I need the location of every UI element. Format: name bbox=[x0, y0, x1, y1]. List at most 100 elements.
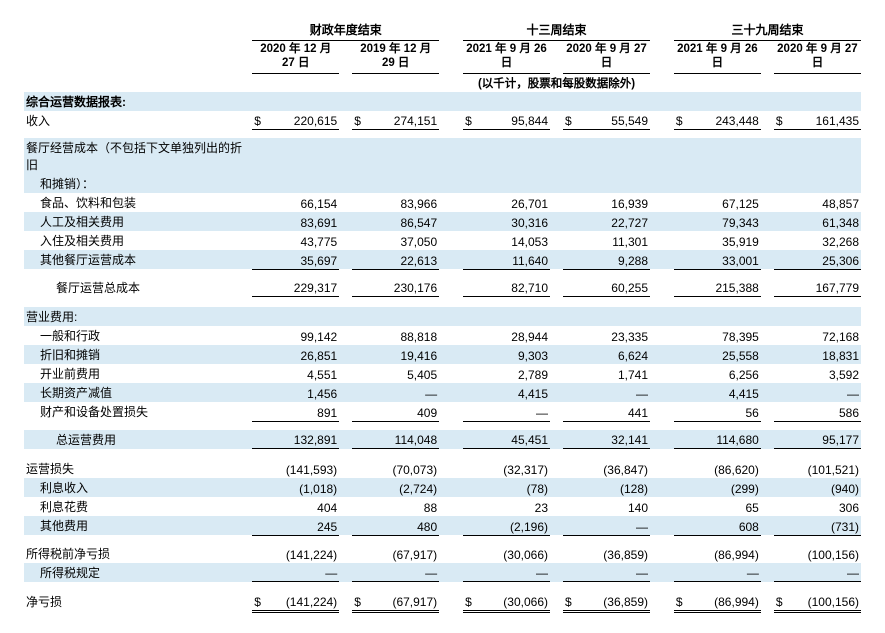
row-labor: 人工及相关费用 83,691 86,547 30,316 22,727 79,3… bbox=[24, 212, 861, 231]
hdr-group1: 财政年度结束 bbox=[252, 20, 439, 41]
row-int-income: 利息收入 (1,018) (2,724) (78) (128) (299) (9… bbox=[24, 478, 861, 497]
label-labor: 人工及相关费用 bbox=[24, 212, 252, 231]
cell: 243,448 bbox=[689, 111, 761, 130]
cell: — bbox=[689, 563, 761, 582]
currency-symbol: $ bbox=[563, 111, 578, 130]
label-preopen: 开业前费用 bbox=[24, 364, 252, 383]
cell: 2,789 bbox=[478, 364, 550, 383]
cell: 132,891 bbox=[267, 430, 339, 449]
hdr-d3: 2021 年 9 月 26 日 bbox=[463, 41, 550, 74]
cell: (36,859) bbox=[578, 592, 650, 611]
cell: 19,416 bbox=[367, 345, 439, 364]
cell: 404 bbox=[267, 497, 339, 516]
cell: 78,395 bbox=[689, 326, 761, 345]
label-pretax: 所得税前净亏损 bbox=[24, 544, 252, 563]
cell: 608 bbox=[689, 516, 761, 535]
cell: 95,844 bbox=[478, 111, 550, 130]
cell: (100,156) bbox=[789, 544, 861, 563]
currency-symbol: $ bbox=[774, 592, 789, 611]
cell: 5,405 bbox=[367, 364, 439, 383]
row-rest-cost-hdr: 餐厅经营成本（不包括下文单独列出的折旧 bbox=[24, 138, 861, 174]
cell: 274,151 bbox=[367, 111, 439, 130]
currency-symbol: $ bbox=[674, 111, 689, 130]
hdr-group3: 三十九周结束 bbox=[674, 20, 861, 41]
cell: (2,724) bbox=[367, 478, 439, 497]
cell: (299) bbox=[689, 478, 761, 497]
row-other-exp: 其他费用 245 480 (2,196) — 608 (731) bbox=[24, 516, 861, 535]
cell: 25,558 bbox=[689, 345, 761, 364]
cell: 61,348 bbox=[789, 212, 861, 231]
cell: 48,857 bbox=[789, 193, 861, 212]
row-ga: 一般和行政 99,142 88,818 28,944 23,335 78,395… bbox=[24, 326, 861, 345]
cell: (2,196) bbox=[478, 516, 550, 535]
label-op-loss: 运营损失 bbox=[24, 459, 252, 478]
cell: 56 bbox=[689, 402, 761, 421]
row-preopen: 开业前费用 4,551 5,405 2,789 1,741 6,256 3,59… bbox=[24, 364, 861, 383]
label-tax: 所得税规定 bbox=[24, 563, 252, 582]
label-opex-hdr: 营业费用: bbox=[24, 307, 252, 326]
cell: — bbox=[367, 383, 439, 402]
cell: (30,066) bbox=[478, 592, 550, 611]
cell: 26,851 bbox=[267, 345, 339, 364]
cell: (36,847) bbox=[578, 459, 650, 478]
cell: (30,066) bbox=[478, 544, 550, 563]
cell: 161,435 bbox=[789, 111, 861, 130]
cell: — bbox=[367, 563, 439, 582]
cell: 9,288 bbox=[578, 250, 650, 269]
label-rest-cost-hdr2: 和摊销）： bbox=[24, 174, 252, 193]
cell: 82,710 bbox=[478, 278, 550, 297]
cell: 23,335 bbox=[578, 326, 650, 345]
cell: 23 bbox=[478, 497, 550, 516]
cell: 22,727 bbox=[578, 212, 650, 231]
cell: (86,994) bbox=[689, 544, 761, 563]
hdr-note: (以千计，股票和每股数据除外) bbox=[463, 73, 650, 92]
cell: (141,593) bbox=[267, 459, 339, 478]
cell: 409 bbox=[367, 402, 439, 421]
cell: 88,818 bbox=[367, 326, 439, 345]
row-da: 折旧和摊销 26,851 19,416 9,303 6,624 25,558 1… bbox=[24, 345, 861, 364]
cell: 11,301 bbox=[578, 231, 650, 250]
row-food: 食品、饮料和包装 66,154 83,966 26,701 16,939 67,… bbox=[24, 193, 861, 212]
label-ga: 一般和行政 bbox=[24, 326, 252, 345]
currency-symbol: $ bbox=[674, 592, 689, 611]
label-int-expense: 利息花费 bbox=[24, 497, 252, 516]
cell: 220,615 bbox=[267, 111, 339, 130]
cell: 4,551 bbox=[267, 364, 339, 383]
cell: 441 bbox=[578, 402, 650, 421]
cell: — bbox=[267, 563, 339, 582]
label-other-rest: 其他餐厅运营成本 bbox=[24, 250, 252, 269]
currency-symbol: $ bbox=[563, 592, 578, 611]
cell: 30,316 bbox=[478, 212, 550, 231]
row-impair: 长期资产减值 1,456 — 4,415 — 4,415 — bbox=[24, 383, 861, 402]
currency-symbol: $ bbox=[774, 111, 789, 130]
cell: 586 bbox=[789, 402, 861, 421]
cell: 114,048 bbox=[367, 430, 439, 449]
cell: (1,018) bbox=[267, 478, 339, 497]
row-pretax: 所得税前净亏损 (141,224) (67,917) (30,066) (36,… bbox=[24, 544, 861, 563]
cell: 83,691 bbox=[267, 212, 339, 231]
currency-symbol: $ bbox=[352, 111, 367, 130]
cell: — bbox=[578, 563, 650, 582]
row-opex-hdr: 营业费用: bbox=[24, 307, 861, 326]
hdr-d4: 2020 年 9 月 27 日 bbox=[563, 41, 650, 74]
cell: 67,125 bbox=[689, 193, 761, 212]
cell: 22,613 bbox=[367, 250, 439, 269]
cell: — bbox=[578, 516, 650, 535]
cell: 167,779 bbox=[789, 278, 861, 297]
cell: 72,168 bbox=[789, 326, 861, 345]
cell: 230,176 bbox=[367, 278, 439, 297]
cell: 83,966 bbox=[367, 193, 439, 212]
cell: 28,944 bbox=[478, 326, 550, 345]
cell: (86,994) bbox=[689, 592, 761, 611]
cell: 114,680 bbox=[689, 430, 761, 449]
financial-table: 财政年度结束 十三周结束 三十九周结束 2020 年 12 月 27 日 201… bbox=[24, 20, 861, 613]
cell: 32,268 bbox=[789, 231, 861, 250]
header-groups-row: 财政年度结束 十三周结束 三十九周结束 bbox=[24, 20, 861, 41]
cell: — bbox=[478, 402, 550, 421]
cell: 86,547 bbox=[367, 212, 439, 231]
cell: 45,451 bbox=[478, 430, 550, 449]
cell: 1,456 bbox=[267, 383, 339, 402]
cell: 66,154 bbox=[267, 193, 339, 212]
label-revenue: 收入 bbox=[24, 111, 252, 130]
hdr-d1: 2020 年 12 月 27 日 bbox=[252, 41, 339, 74]
